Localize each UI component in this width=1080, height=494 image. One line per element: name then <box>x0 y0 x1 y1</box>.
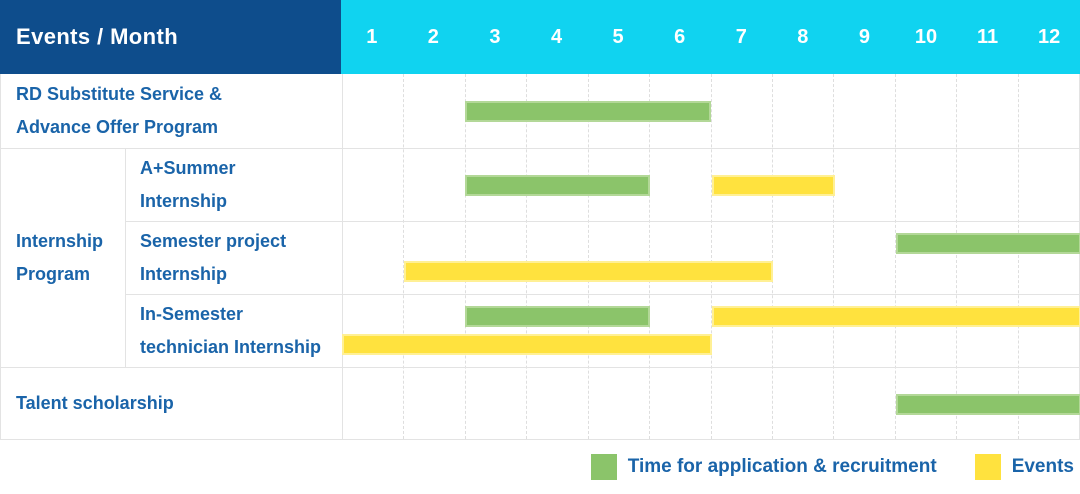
gantt-row-talent-scholarship <box>342 367 1080 440</box>
row-label-text: Talent scholarship <box>16 393 174 413</box>
row-label-rd-substitute-service: RD Substitute Service & Advance Offer Pr… <box>1 74 342 148</box>
corner-header: Events / Month <box>0 0 341 74</box>
bar-recruitment <box>465 175 650 196</box>
month-header-6: 6 <box>674 25 686 48</box>
bar-recruitment <box>896 233 1080 254</box>
row-label-text: Semester project Internship <box>140 230 287 284</box>
month-header-strip: 1 2 3 4 5 6 7 8 9 10 11 12 <box>341 0 1080 74</box>
month-header-10: 10 <box>914 25 938 48</box>
gantt-row-a-plus-summer-internship <box>342 148 1080 221</box>
legend-label: Time for application & recruitment <box>627 456 937 477</box>
gantt-row-rd-substitute-service <box>342 74 1080 148</box>
row-label-text: In-Semester technician Internship <box>140 303 322 357</box>
month-header-9: 9 <box>858 25 870 48</box>
group-label-text: Internship Program <box>16 230 104 284</box>
month-header-2: 2 <box>427 25 439 48</box>
row-separator <box>1 148 1079 149</box>
bar-event <box>342 334 712 355</box>
month-header-12: 12 <box>1038 25 1061 48</box>
row-label-in-semester-technician-internship: In-Semester technician Internship <box>125 294 342 367</box>
row-separator <box>125 221 1079 222</box>
bar-recruitment <box>465 306 650 327</box>
bar-event <box>711 175 835 196</box>
legend: Time for application & recruitment Events <box>0 440 1080 494</box>
row-label-talent-scholarship: Talent scholarship <box>1 367 342 440</box>
bar-event <box>711 306 1080 327</box>
month-header-1: 1 <box>366 25 378 48</box>
month-header-11: 11 <box>976 25 999 48</box>
legend-item-recruitment: Time for application & recruitment <box>590 454 937 480</box>
legend-swatch-recruitment <box>590 454 617 480</box>
month-header-5: 5 <box>612 25 624 48</box>
row-label-text: A+Summer Internship <box>140 157 236 211</box>
month-header-4: 4 <box>550 25 563 48</box>
row-label-a-plus-summer-internship: A+Summer Internship <box>125 148 342 221</box>
column-separator <box>125 148 126 367</box>
row-label-semester-project-internship: Semester project Internship <box>125 221 342 294</box>
row-separator <box>1 367 1079 368</box>
row-separator <box>125 294 1079 295</box>
month-header-3: 3 <box>489 25 501 48</box>
gantt-row-semester-project-internship <box>342 221 1080 294</box>
month-header-8: 8 <box>797 25 809 48</box>
bar-recruitment <box>896 394 1080 415</box>
month-header-7: 7 <box>735 25 747 48</box>
bar-recruitment <box>465 101 712 122</box>
table-header-row: Events / Month 1 2 3 4 5 6 7 8 9 10 11 12 <box>0 0 1080 74</box>
row-label-text: RD Substitute Service & Advance Offer Pr… <box>16 84 223 137</box>
bar-event <box>403 261 774 282</box>
legend-swatch-event <box>974 454 1001 480</box>
legend-label: Events <box>1011 456 1074 477</box>
gantt-row-in-semester-technician-internship <box>342 294 1080 367</box>
legend-item-event: Events <box>974 454 1074 480</box>
group-label-internship-program: Internship Program <box>1 148 125 367</box>
gantt-body: RD Substitute Service & Advance Offer Pr… <box>0 74 1080 440</box>
